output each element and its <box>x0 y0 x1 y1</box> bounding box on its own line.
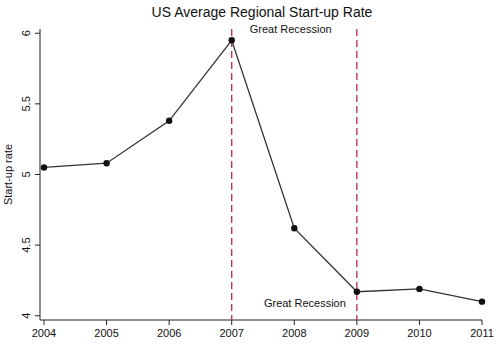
annotation-line <box>231 29 232 320</box>
x-tick-label: 2009 <box>345 327 369 339</box>
x-tick <box>294 320 295 325</box>
title: US Average Regional Start-up Rate <box>152 4 373 20</box>
x-tick-label: 2005 <box>94 327 118 339</box>
y-tick <box>35 245 40 246</box>
x-tick <box>356 320 357 325</box>
series-marker <box>354 289 360 295</box>
y-tick-label: 5 <box>20 171 32 177</box>
y-tick-label: 6 <box>20 30 32 36</box>
y-tick <box>35 33 40 34</box>
plot-area <box>41 29 485 320</box>
x-tick <box>169 320 170 325</box>
annotation-line <box>356 29 357 320</box>
chart-root: US Average Regional Start-up Rate Start-u… <box>0 0 500 350</box>
series-marker <box>416 286 422 292</box>
x-tick <box>482 320 483 325</box>
y-tick <box>35 315 40 316</box>
x-tick-label: 2011 <box>470 327 494 339</box>
series-marker <box>166 118 172 124</box>
background <box>0 0 500 350</box>
series-marker <box>291 225 297 231</box>
y-tick-label: 4.5 <box>20 237 32 252</box>
y-tick <box>35 174 40 175</box>
series-marker <box>41 164 47 170</box>
series-line <box>44 40 482 301</box>
y-tick <box>35 103 40 104</box>
series-marker <box>103 160 109 166</box>
y-tick-label: 5.5 <box>20 96 32 111</box>
annotation-label: Great Recession <box>264 297 346 309</box>
y-tick-label: 4 <box>20 313 32 319</box>
x-tick-label: 2006 <box>157 327 181 339</box>
chart: US Average Regional Start-up Rate Start-u… <box>0 0 500 350</box>
x-tick-label: 2004 <box>32 327 56 339</box>
series-marker <box>229 37 235 43</box>
x-tick-label: 2007 <box>219 327 243 339</box>
x-tick-label: 2008 <box>282 327 306 339</box>
x-tick-label: 2010 <box>407 327 431 339</box>
y-axis-label: Start-up rate <box>2 144 14 205</box>
series-marker <box>479 298 485 304</box>
x-tick <box>106 320 107 325</box>
x-tick <box>44 320 45 325</box>
annotation-label: Great Recession <box>250 23 332 35</box>
x-tick <box>231 320 232 325</box>
x-tick <box>419 320 420 325</box>
